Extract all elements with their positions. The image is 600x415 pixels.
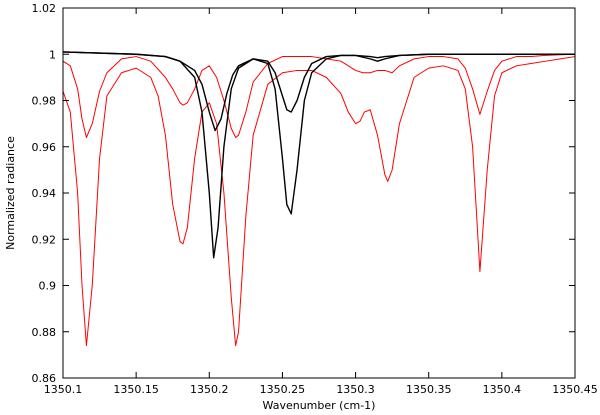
y-axis: 0.86 0.88 0.9 0.92 0.94 0.96 0.98 1 1.02 bbox=[32, 2, 575, 385]
x-tick-label: 1350.3 bbox=[336, 383, 375, 396]
y-tick-label: 0.9 bbox=[39, 280, 57, 293]
x-tick-label: 1350.25 bbox=[260, 383, 306, 396]
y-axis-title: Normalized radiance bbox=[4, 136, 17, 250]
y-tick-label: 0.86 bbox=[32, 372, 57, 385]
x-axis-title: Wavenumber (cm-1) bbox=[263, 399, 376, 412]
y-tick-label: 1 bbox=[49, 48, 56, 61]
series-line-2 bbox=[62, 53, 576, 138]
x-tick-label: 1350.2 bbox=[190, 383, 229, 396]
y-tick-label: 0.92 bbox=[32, 233, 57, 246]
x-tick-label: 1350.1 bbox=[44, 383, 83, 396]
y-tick-label: 0.94 bbox=[32, 187, 57, 200]
y-tick-label: 1.02 bbox=[32, 2, 57, 15]
x-tick-label: 1350.15 bbox=[113, 383, 159, 396]
y-tick-label: 0.98 bbox=[32, 95, 57, 108]
x-tick-label: 1350.4 bbox=[483, 383, 522, 396]
series-line-3 bbox=[62, 51, 575, 259]
y-tick-label: 0.96 bbox=[32, 141, 57, 154]
x-tick-label: 1350.45 bbox=[552, 383, 598, 396]
x-tick-label: 1350.35 bbox=[406, 383, 452, 396]
series-line-4 bbox=[62, 51, 575, 132]
series-line-1 bbox=[62, 56, 576, 347]
x-axis: 1350.1 1350.15 1350.2 1350.25 1350.3 1350.35 1… bbox=[44, 8, 598, 396]
y-tick-label: 0.88 bbox=[32, 326, 57, 339]
series-layer bbox=[62, 51, 576, 347]
